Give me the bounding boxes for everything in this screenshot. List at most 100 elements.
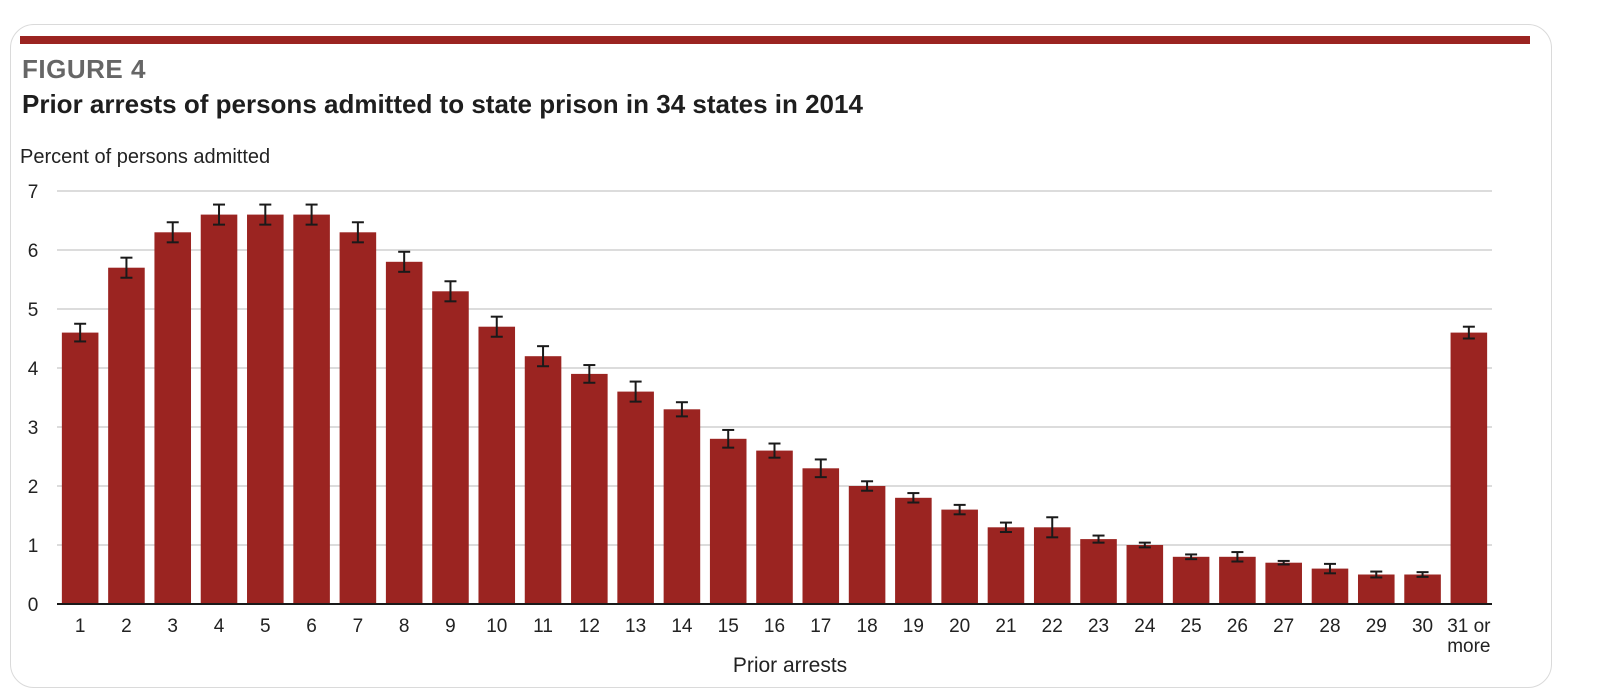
bar-6 bbox=[293, 214, 330, 604]
bar-24 bbox=[1126, 545, 1164, 604]
x-tick-label-18: 18 bbox=[857, 616, 878, 637]
x-tick-label-31 or more: 31 or more bbox=[1447, 616, 1491, 657]
error-bar-31 or more bbox=[1462, 325, 1475, 340]
y-axis-ticks: 0 1 2 3 4 5 6 7 bbox=[28, 182, 39, 616]
error-bar-28 bbox=[1323, 562, 1336, 575]
error-bar-21 bbox=[999, 521, 1012, 534]
x-tick-label-7: 7 bbox=[353, 616, 364, 637]
bar-17 bbox=[802, 468, 840, 604]
bar-16 bbox=[756, 450, 793, 604]
x-tick-label-19: 19 bbox=[903, 616, 924, 637]
error-bar-8 bbox=[398, 250, 411, 273]
error-bar-17 bbox=[814, 458, 827, 479]
x-tick-label-21: 21 bbox=[995, 616, 1016, 637]
bar-2 bbox=[108, 267, 145, 604]
y-tick-label-2: 2 bbox=[28, 477, 39, 498]
x-tick-label-15: 15 bbox=[718, 616, 739, 637]
x-tick-label-5: 5 bbox=[260, 616, 271, 637]
x-tick-label-2: 2 bbox=[121, 616, 132, 637]
figure-top-rule bbox=[20, 36, 1530, 44]
x-tick-label-27: 27 bbox=[1273, 616, 1294, 637]
error-bar-1 bbox=[74, 322, 87, 343]
error-bar-11 bbox=[537, 345, 550, 368]
bar-22 bbox=[1033, 527, 1071, 604]
x-axis-ticks: 1 2 3 4 5 6 7 8 9 10 11 12 13 14 15 16 17 18 19 20 21 22 23 24 2… bbox=[75, 616, 1491, 657]
x-tick-label-4: 4 bbox=[214, 616, 225, 637]
y-tick-label-7: 7 bbox=[28, 182, 39, 203]
bar-20 bbox=[941, 509, 978, 604]
x-axis-title: Prior arrests bbox=[733, 654, 847, 677]
figure-title: Prior arrests of persons admitted to sta… bbox=[22, 89, 863, 119]
error-bar-5 bbox=[259, 203, 272, 226]
y-tick-label-6: 6 bbox=[28, 241, 39, 262]
error-bars bbox=[74, 203, 1475, 579]
x-tick-label-29: 29 bbox=[1366, 616, 1387, 637]
bar-26 bbox=[1219, 556, 1256, 604]
error-bar-23 bbox=[1092, 534, 1105, 544]
x-tick-label-24: 24 bbox=[1134, 616, 1156, 637]
error-bar-16 bbox=[768, 442, 781, 459]
error-bar-25 bbox=[1185, 553, 1198, 561]
x-tick-label-9: 9 bbox=[445, 616, 456, 637]
error-bar-22 bbox=[1046, 516, 1059, 539]
y-tick-label-5: 5 bbox=[28, 300, 39, 321]
y-tick-label-0: 0 bbox=[28, 595, 39, 616]
error-bar-9 bbox=[444, 280, 457, 303]
bars bbox=[61, 214, 1488, 605]
x-tick-label-26: 26 bbox=[1227, 616, 1248, 637]
error-bar-6 bbox=[305, 203, 318, 226]
bar-5 bbox=[247, 214, 284, 604]
x-tick-label-11: 11 bbox=[533, 616, 553, 637]
error-bar-2 bbox=[120, 256, 133, 279]
error-bar-29 bbox=[1370, 570, 1383, 579]
x-tick-label-8: 8 bbox=[399, 616, 410, 637]
error-bar-4 bbox=[213, 203, 226, 226]
figure-label: FIGURE 4 bbox=[22, 54, 146, 84]
bar-28 bbox=[1311, 568, 1349, 604]
error-bar-30 bbox=[1416, 571, 1429, 578]
bar-12 bbox=[571, 373, 608, 604]
y-tick-label-4: 4 bbox=[28, 359, 39, 380]
error-bar-14 bbox=[675, 401, 688, 418]
bar-11 bbox=[524, 356, 562, 604]
x-tick-label-20: 20 bbox=[949, 616, 970, 637]
bar-3 bbox=[154, 232, 192, 605]
bar-8 bbox=[385, 261, 423, 604]
bar-1 bbox=[61, 332, 99, 604]
bar-13 bbox=[617, 391, 654, 604]
bar-18 bbox=[848, 486, 886, 604]
error-bar-3 bbox=[166, 221, 179, 244]
x-tick-label-25: 25 bbox=[1181, 616, 1202, 637]
bar-10 bbox=[478, 326, 516, 604]
bar-25 bbox=[1172, 556, 1210, 604]
bar-23 bbox=[1080, 539, 1117, 604]
error-bar-12 bbox=[583, 364, 596, 384]
error-bar-15 bbox=[722, 428, 735, 449]
x-tick-label-14: 14 bbox=[671, 616, 693, 637]
bar-14 bbox=[663, 409, 701, 604]
error-bar-7 bbox=[351, 221, 364, 244]
x-tick-label-12: 12 bbox=[579, 616, 600, 637]
x-tick-label-6: 6 bbox=[306, 616, 317, 637]
x-tick-label-1: 1 bbox=[75, 616, 86, 637]
bar-4 bbox=[200, 214, 238, 604]
bar-7 bbox=[339, 232, 377, 605]
error-bar-26 bbox=[1231, 551, 1244, 563]
error-bar-20 bbox=[953, 503, 966, 516]
x-tick-label-13: 13 bbox=[625, 616, 646, 637]
bar-31 or more bbox=[1450, 332, 1488, 604]
bar-29 bbox=[1357, 574, 1395, 604]
x-tick-label-28: 28 bbox=[1319, 616, 1340, 637]
bar-19 bbox=[895, 497, 932, 604]
error-bar-27 bbox=[1277, 559, 1290, 566]
x-tick-label-17: 17 bbox=[810, 616, 831, 637]
error-bar-18 bbox=[861, 480, 874, 492]
bar-15 bbox=[709, 438, 747, 604]
error-bar-13 bbox=[629, 380, 642, 403]
error-bar-19 bbox=[907, 492, 920, 504]
y-tick-label-3: 3 bbox=[28, 418, 39, 439]
error-bar-10 bbox=[490, 315, 503, 338]
y-axis-title: Percent of persons admitted bbox=[20, 146, 270, 168]
y-tick-label-1: 1 bbox=[28, 536, 39, 557]
